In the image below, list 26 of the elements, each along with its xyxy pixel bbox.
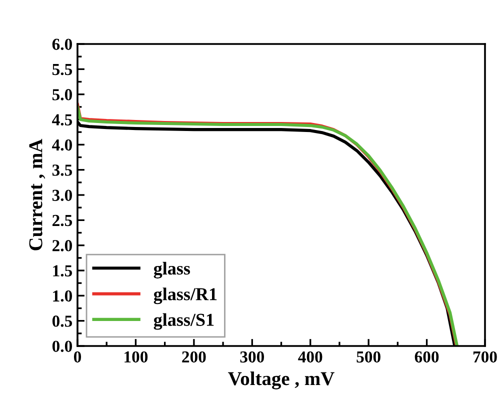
x-tick-label: 200 <box>182 351 206 363</box>
y-tick-label: 6.0 <box>52 38 72 50</box>
y-tick-label: 0.5 <box>52 316 72 327</box>
x-tick-label: 100 <box>124 351 148 363</box>
y-tick-label: 3.5 <box>52 164 72 176</box>
x-tick-label: 700 <box>473 351 497 363</box>
y-tick-label: 5.0 <box>52 89 72 100</box>
legend-label: glass/S1 <box>154 313 214 330</box>
y-tick-label: 3.0 <box>52 190 72 202</box>
x-tick-label: 600 <box>414 351 439 363</box>
x-axis-title: Voltage , mV <box>228 372 334 390</box>
x-tick-label: 300 <box>240 351 264 363</box>
y-tick-label: 0.0 <box>52 340 72 352</box>
y-tick-label: 2.0 <box>52 240 72 252</box>
legend-label: glass/R1 <box>154 288 217 304</box>
y-axis-title: Current , mA <box>29 138 46 250</box>
x-tick-label: 500 <box>356 351 380 363</box>
y-tick-label: 2.5 <box>52 214 72 226</box>
x-tick-label: 0 <box>74 351 82 363</box>
y-tick-label: 1.5 <box>53 265 72 277</box>
y-tick-label: 4.0 <box>52 139 72 151</box>
x-tick-label: 400 <box>298 351 322 363</box>
y-tick-label: 4.5 <box>52 114 72 126</box>
y-tick-label: 5.5 <box>52 64 72 76</box>
legend-label: glass <box>154 262 190 278</box>
y-tick-label: 1.0 <box>53 290 72 302</box>
